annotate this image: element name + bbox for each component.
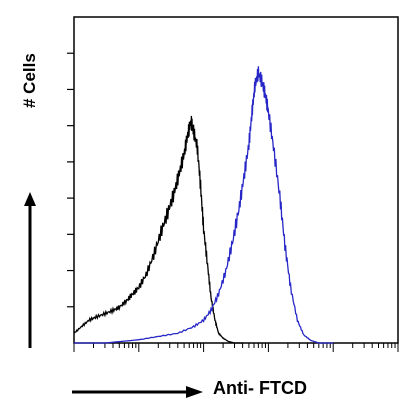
axis-arrows [24,192,203,398]
series-anti-ftcd-line [74,66,334,344]
y-arrow-head [24,192,36,206]
plot-frame [73,16,399,344]
x-arrow-head [186,386,203,398]
series-layer [73,66,334,344]
axis-ticks [67,52,399,352]
x-axis-label: Anti- FTCD [213,378,307,398]
series-control-line [73,115,243,344]
plot-border [73,16,399,344]
y-axis-label: # Cells [20,53,39,108]
